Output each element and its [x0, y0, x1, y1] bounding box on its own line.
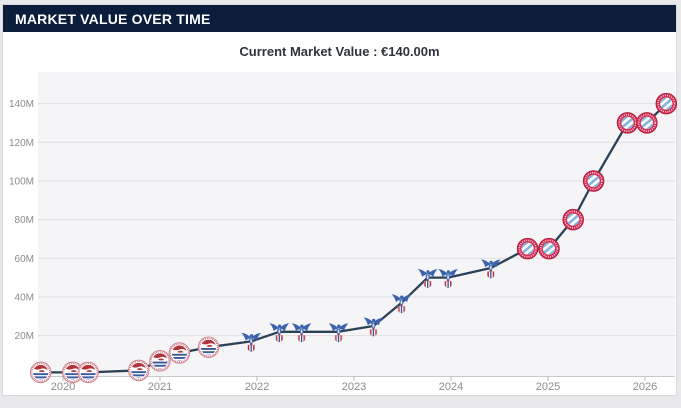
x-axis-label: 2020 — [51, 381, 75, 393]
data-point-bayern-munich[interactable] — [656, 93, 677, 114]
data-point-reading[interactable] — [150, 351, 170, 371]
data-point-reading[interactable] — [198, 337, 218, 357]
y-axis-label: 120M — [9, 138, 34, 149]
x-axis-label: 2022 — [245, 381, 269, 393]
x-axis-label: 2024 — [439, 381, 463, 393]
data-point-reading[interactable] — [129, 360, 149, 380]
x-axis-label: 2026 — [633, 381, 657, 393]
data-point-bayern-munich[interactable] — [539, 238, 560, 259]
x-axis-label: 2025 — [536, 381, 560, 393]
data-point-bayern-munich[interactable] — [637, 113, 658, 134]
panel-header: MARKET VALUE OVER TIME — [3, 5, 676, 32]
y-axis-label: 80M — [15, 215, 34, 226]
data-point-reading[interactable] — [78, 362, 98, 382]
y-axis-label: 100M — [9, 176, 34, 187]
y-axis-label: 140M — [9, 99, 34, 110]
market-value-chart[interactable]: 20M 40M 60M 80M 100M 120M 140M 2020 2021 2022 2023… — [0, 62, 681, 396]
y-axis-label: 40M — [15, 292, 34, 303]
data-point-reading[interactable] — [31, 362, 51, 382]
y-axis-label: 60M — [15, 254, 34, 265]
data-point-bayern-munich[interactable] — [517, 238, 538, 259]
data-point-bayern-munich[interactable] — [617, 113, 638, 134]
data-point-bayern-munich[interactable] — [563, 209, 584, 230]
data-point-bayern-munich[interactable] — [583, 171, 604, 192]
current-market-value-label: Current Market Value : €140.00m — [239, 44, 440, 59]
y-axis-label: 20M — [15, 331, 34, 342]
panel-title: MARKET VALUE OVER TIME — [15, 10, 211, 27]
data-point-reading[interactable] — [169, 343, 189, 363]
x-axis-label: 2021 — [148, 381, 172, 393]
x-axis-label: 2023 — [342, 381, 366, 393]
